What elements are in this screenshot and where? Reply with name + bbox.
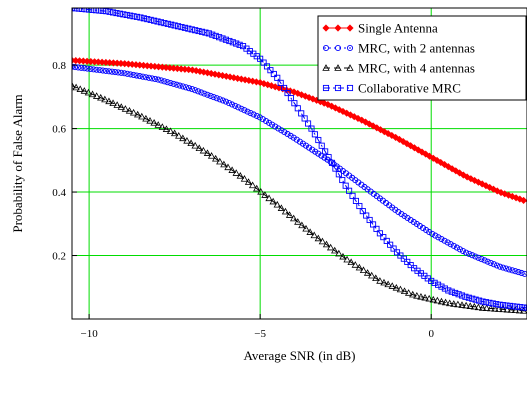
legend: Single Antenna MRC, with 2 antennas MRC, w… (318, 16, 526, 100)
series-point (454, 245, 459, 250)
series-point (433, 233, 438, 238)
series-point (460, 248, 465, 253)
series-point (245, 109, 250, 114)
series-point (236, 105, 241, 110)
series-point (482, 258, 487, 263)
legend-label: MRC, with 2 antennas (358, 41, 475, 56)
series-point (223, 99, 228, 104)
legend-label: Single Antenna (358, 21, 438, 36)
series-point (220, 36, 225, 41)
series-point (432, 280, 437, 285)
series-point (488, 260, 493, 265)
series-point (205, 92, 210, 97)
y-tick-label: 0.8 (52, 60, 66, 72)
series-point (106, 98, 112, 103)
series-point (251, 112, 256, 117)
x-tick-label: −5 (254, 328, 266, 340)
series-point (357, 203, 362, 208)
series-point (114, 102, 120, 107)
series-point (189, 86, 194, 91)
series-point (242, 108, 247, 113)
series-point (435, 282, 440, 287)
series-point (473, 254, 478, 259)
series-point (254, 113, 259, 118)
series-point (227, 38, 232, 43)
series-point (122, 106, 128, 111)
y-tick-label: 0.6 (52, 124, 66, 136)
series-point (439, 236, 444, 241)
legend-label: MRC, with 4 antennas (358, 61, 475, 76)
series-point (233, 103, 238, 108)
series-point (464, 250, 469, 255)
series-point (442, 238, 447, 243)
series-point (340, 177, 345, 182)
series-2 (69, 83, 527, 313)
y-tick-label: 0.2 (52, 251, 66, 263)
series-point (139, 114, 145, 119)
x-tick-label: 0 (428, 328, 434, 340)
series-point (264, 64, 269, 69)
series-point (451, 243, 456, 248)
series-point (196, 89, 201, 94)
y-axis-title: Probability of False Alarm (10, 94, 25, 232)
series-point (199, 90, 204, 95)
y-tick-label: 0.4 (52, 187, 66, 199)
series-point (491, 262, 496, 267)
series-point (213, 33, 218, 38)
series-point (479, 256, 484, 261)
series-point (208, 93, 213, 98)
x-tick-label: −10 (80, 328, 98, 340)
series-line (72, 86, 527, 311)
legend-label: Collaborative MRC (358, 81, 461, 96)
series-point (449, 289, 454, 294)
series-point (131, 110, 137, 115)
x-axis-title: Average SNR (in dB) (243, 348, 355, 363)
series-point (214, 96, 219, 101)
